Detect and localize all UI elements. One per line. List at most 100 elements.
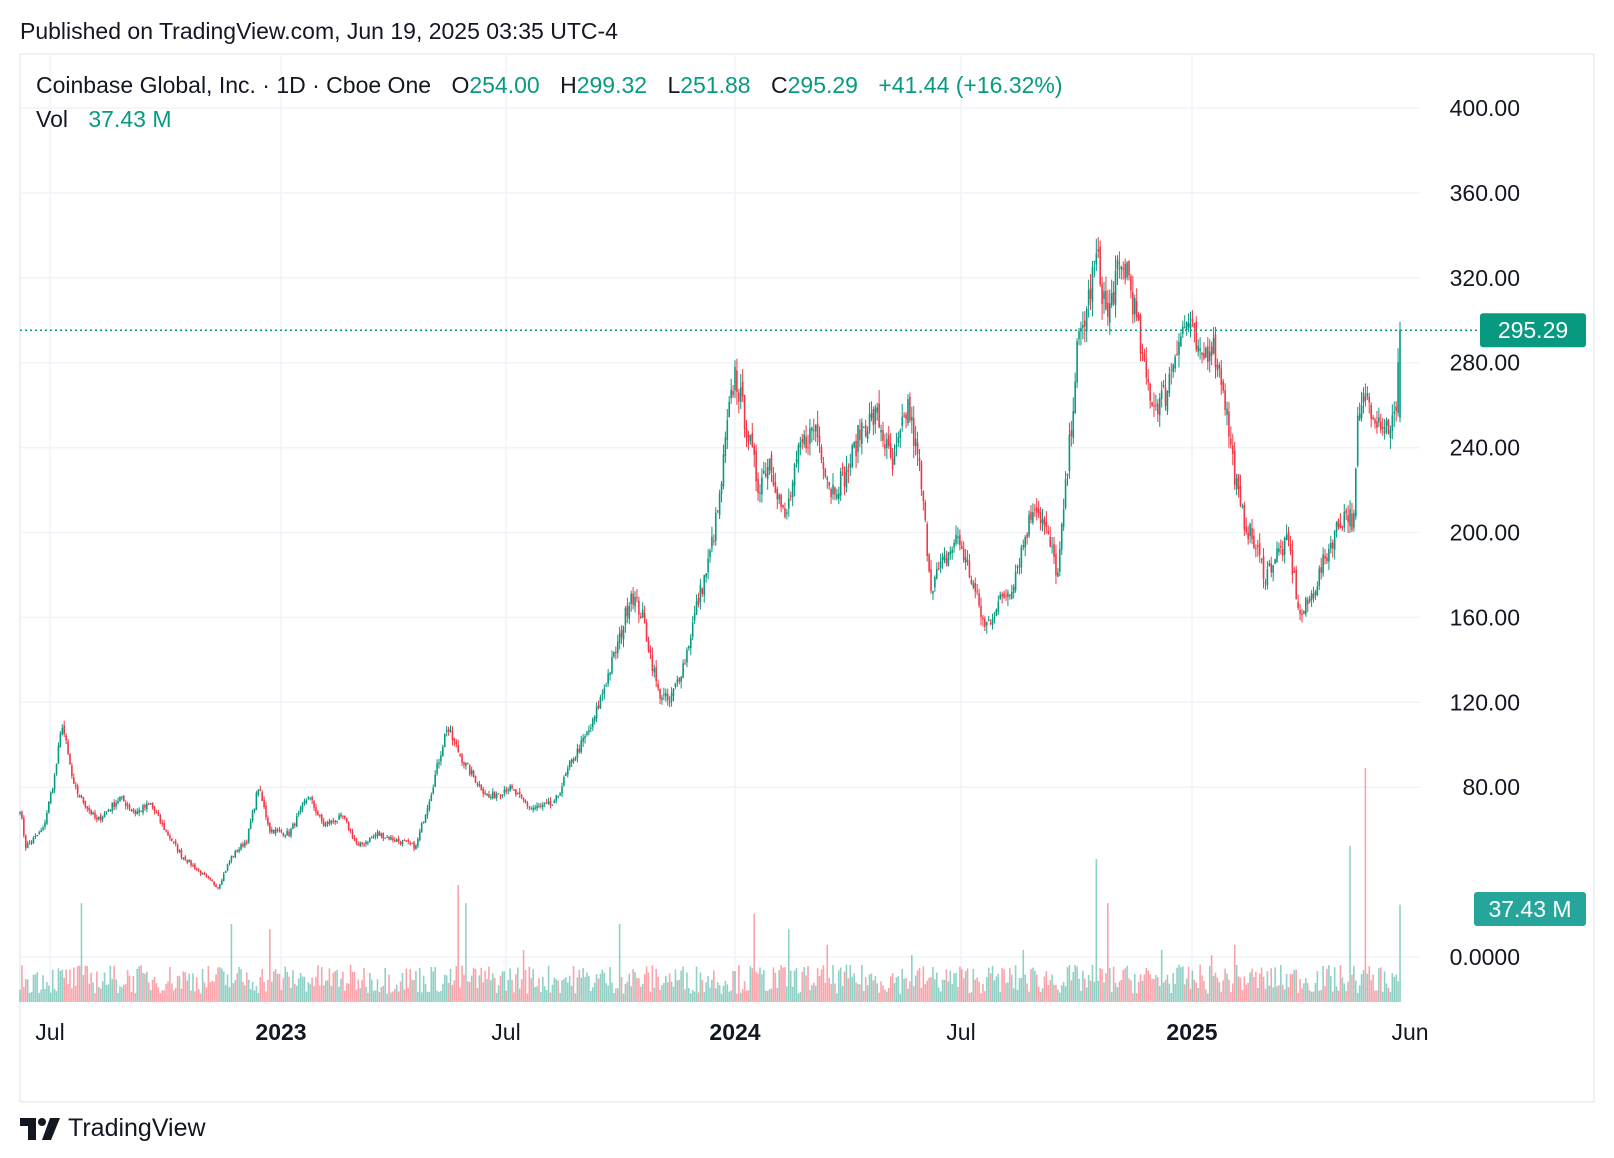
volume-bar	[457, 885, 460, 1002]
volume-bar	[299, 972, 302, 1002]
volume-bar	[159, 993, 162, 1002]
volume-bar	[430, 967, 433, 1002]
volume-bar	[122, 984, 125, 1002]
volume-bar	[161, 990, 164, 1002]
volume-bar	[140, 965, 142, 1002]
volume-bar	[171, 983, 173, 1002]
volume-bar	[1235, 964, 1238, 1002]
candle-body	[1010, 591, 1013, 599]
candle-body	[468, 765, 471, 775]
volume-bar	[1210, 955, 1213, 1002]
volume-bar	[672, 986, 675, 1002]
volume-bar	[128, 975, 131, 1002]
volume-bar	[864, 977, 867, 1002]
volume-bar	[370, 979, 373, 1002]
volume-label[interactable]: Vol	[36, 106, 68, 132]
candle-body	[603, 688, 606, 695]
candle-body	[1235, 478, 1238, 490]
volume-bar	[1335, 986, 1338, 1002]
candle-body	[899, 430, 902, 438]
volume-bar	[1241, 990, 1244, 1002]
volume-bar	[932, 966, 934, 1002]
volume-bar	[670, 981, 673, 1002]
candle-body	[684, 663, 686, 665]
candle-body	[1151, 401, 1153, 406]
volume-bar	[169, 966, 171, 1002]
volume-bar	[155, 983, 158, 1002]
candle-body	[1147, 378, 1150, 383]
candle-body	[367, 842, 369, 844]
volume-bar	[1141, 980, 1144, 1002]
price-axis[interactable]: 400.00 360.00 320.00 280.00 240.00 200.00 160.…	[1450, 95, 1520, 970]
candle-body	[424, 814, 427, 823]
volume-tag: 37.43 M	[1474, 892, 1586, 926]
candle-body	[541, 804, 544, 807]
volume-bar	[728, 991, 731, 1002]
candle-body	[1137, 314, 1140, 321]
candle-body	[84, 801, 87, 807]
candle-body	[474, 775, 477, 783]
candle-body	[451, 731, 454, 741]
candle-body	[836, 494, 838, 499]
volume-bar	[1287, 987, 1290, 1002]
volume-bar	[199, 993, 202, 1002]
tradingview-logo[interactable]: TradingView	[20, 1114, 206, 1143]
volume-bar	[242, 981, 244, 1002]
candle-body	[311, 796, 313, 801]
candle-body	[711, 536, 713, 548]
volume-bar	[1249, 972, 1251, 1002]
volume-bar	[839, 967, 842, 1002]
candle-body	[207, 875, 210, 878]
candle-body	[678, 678, 681, 682]
time-axis[interactable]: Jul 2023 Jul 2024 Jul 2025 Jun	[35, 1019, 1428, 1045]
volume-bar	[86, 966, 89, 1002]
candle-body	[1074, 381, 1076, 413]
candle-body	[109, 809, 112, 811]
candle-body	[1216, 364, 1219, 371]
volume-bar	[42, 975, 44, 1002]
last-price-label: 295.29	[1498, 317, 1568, 343]
candle-body	[1251, 528, 1253, 540]
candle-body	[1126, 262, 1128, 278]
candle-body	[48, 801, 50, 813]
candle-body	[249, 821, 252, 830]
volume-bar	[447, 982, 450, 1002]
candle-body	[722, 454, 725, 487]
volume-bar	[953, 973, 955, 1002]
candle-body	[1093, 260, 1096, 262]
candle-body	[1397, 362, 1399, 413]
volume-bar	[288, 976, 290, 1002]
volume-bar	[574, 993, 577, 1002]
candle-body	[1055, 554, 1057, 576]
volume-bar	[891, 973, 894, 1002]
candle-body	[664, 692, 667, 697]
candle-body	[278, 830, 281, 832]
volume-bar	[505, 990, 508, 1002]
volume-bar	[682, 966, 684, 1002]
symbol-title[interactable]: Coinbase Global, Inc. · 1D · Cboe One	[36, 72, 432, 98]
volume-bar	[862, 990, 865, 1002]
candle-body	[215, 884, 217, 888]
candle-body	[1099, 246, 1101, 285]
volume-bar	[472, 967, 475, 1002]
candle-body	[655, 667, 657, 682]
volume-bar	[1034, 970, 1036, 1002]
volume-bar	[305, 991, 308, 1002]
volume-bar	[709, 987, 711, 1002]
volume-bar	[57, 968, 60, 1002]
candle-body	[1228, 411, 1230, 437]
candle-body	[1241, 505, 1244, 507]
volume-bar	[303, 976, 306, 1002]
candle-body	[1287, 532, 1290, 541]
candle-body	[943, 554, 946, 561]
volume-bar	[117, 992, 119, 1002]
volume-bar	[920, 987, 923, 1002]
volume-bar	[319, 985, 321, 1002]
volume-bar	[559, 992, 561, 1002]
volume-bar	[674, 969, 677, 1002]
volume-bar	[78, 965, 81, 1002]
candle-body	[962, 548, 965, 561]
volume-bar	[1243, 976, 1246, 1002]
vertical-gridlines	[49, 54, 1193, 1002]
